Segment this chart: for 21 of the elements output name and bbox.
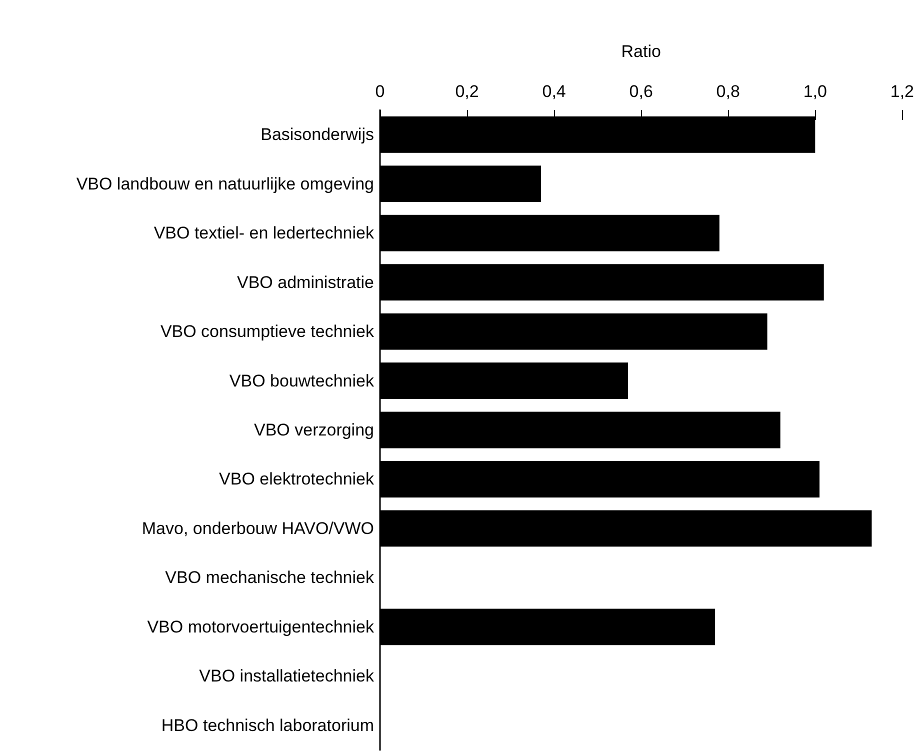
y-tick-label: VBO elektrotechniek xyxy=(219,470,374,489)
y-tick-label: VBO landbouw en natuurlijke omgeving xyxy=(76,174,374,194)
y-tick-label: VBO textiel- en ledertechniek xyxy=(154,224,374,243)
y-tick-label: VBO consumptieve techniek xyxy=(160,322,374,342)
y-tick-label: VBO verzorging xyxy=(254,420,374,440)
x-tick-label: 0 xyxy=(375,82,385,101)
y-tick-label: VBO installatietechniek xyxy=(199,666,374,686)
y-tick-label: Basisonderwijs xyxy=(260,125,374,144)
y-tick-label: HBO technisch laboratorium xyxy=(161,716,374,735)
y-tick-label: VBO administratie xyxy=(237,272,374,292)
x-tick-label: 1,0 xyxy=(803,82,827,101)
y-tick-label: VBO motorvoertuigentechniek xyxy=(147,617,374,636)
x-tick-label: 0,2 xyxy=(455,82,479,101)
x-tick-label: 0,4 xyxy=(542,82,566,101)
y-tick-label: Mavo, onderbouw HAVO/VWO xyxy=(142,518,374,538)
x-tick-label: 0,6 xyxy=(629,82,653,101)
x-tick-label: 1,2 xyxy=(890,82,914,101)
x-tick-label: 0,8 xyxy=(716,82,740,101)
x-axis-title: Ratio xyxy=(621,42,661,61)
y-tick-label: VBO bouwtechniek xyxy=(229,371,374,390)
y-tick-label: VBO mechanische techniek xyxy=(165,568,374,588)
